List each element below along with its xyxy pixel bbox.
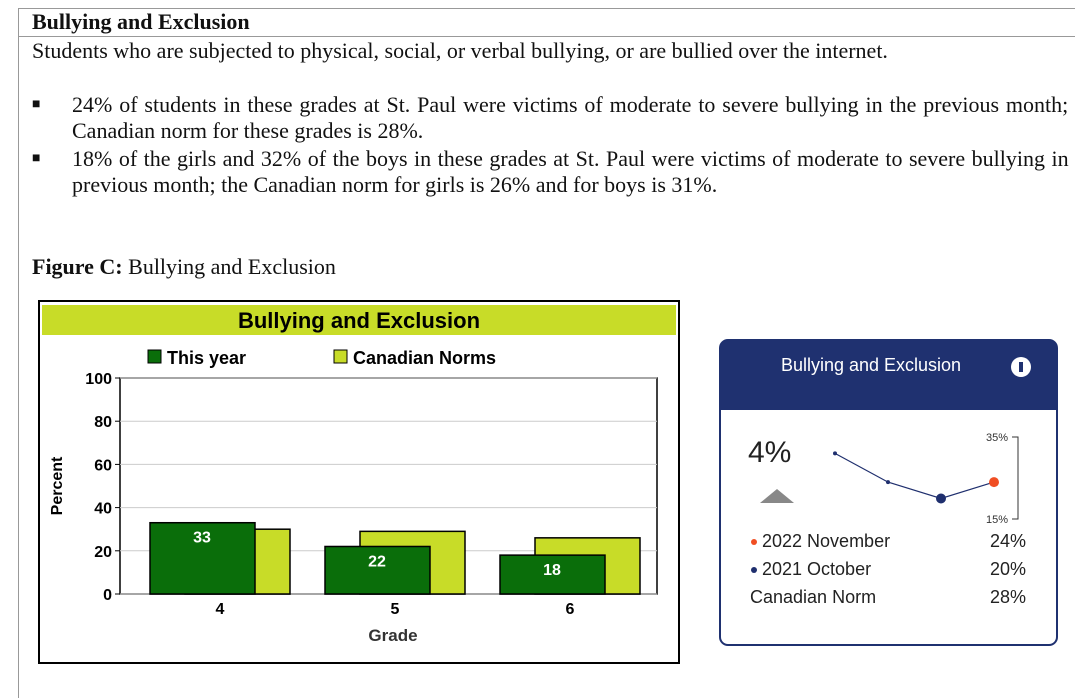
figure-caption: Figure C: Bullying and Exclusion (32, 254, 336, 280)
widget-header (720, 340, 1057, 410)
heading: Bullying and Exclusion (32, 9, 250, 34)
trend-arrow (760, 489, 794, 503)
info-glyph (1019, 362, 1023, 372)
sparkline-point (989, 477, 999, 488)
bar (324, 545, 431, 595)
y-tick-label: 20 (94, 544, 112, 561)
y-tick-label: 40 (94, 501, 112, 518)
intro: Students who are subjected to physical, … (32, 38, 888, 63)
sparkline-point (833, 451, 837, 456)
x-tick-label: 6 (566, 601, 575, 618)
legend-value: 20% (990, 559, 1026, 579)
legend-label: Canadian Norms (353, 348, 496, 368)
legend-value: 28% (990, 587, 1026, 607)
figure-label: Figure C: (32, 254, 123, 279)
data-label: 22 (368, 553, 386, 570)
rule (18, 36, 1075, 37)
y-axis-label: Percent (49, 456, 66, 515)
legend-label: 2022 November (762, 531, 890, 551)
y-tick-label: 35% (986, 432, 1008, 444)
chart-title: Bullying and Exclusion (238, 308, 480, 333)
sparkline (834, 452, 995, 500)
legend-value: 24% (990, 531, 1026, 551)
widget-change: 4% (748, 436, 791, 469)
legend-dot (751, 567, 757, 573)
bar (149, 521, 256, 595)
widget-title: Bullying and Exclusion (781, 355, 961, 375)
x-axis-label: Grade (368, 626, 417, 645)
sparkline-point (886, 480, 890, 485)
y-tick-label: 80 (94, 414, 112, 431)
x-tick-label: 4 (216, 601, 225, 618)
sparkline-point (936, 493, 946, 504)
title-bar (42, 305, 676, 335)
legend-swatch (147, 349, 162, 364)
x-tick-label: 5 (391, 601, 400, 618)
bullet: 24% of students in these grades at St. P… (72, 92, 1075, 143)
y-tick-label: 15% (986, 514, 1008, 526)
y-tick-label: 0 (103, 587, 112, 604)
legend-label: This year (167, 348, 246, 368)
data-label: 33 (193, 530, 211, 547)
bullet: 18% of the girls and 32% of the boys in … (72, 146, 1075, 197)
data-label: 18 (543, 562, 561, 579)
bar (499, 554, 606, 595)
legend-label: 2021 October (762, 559, 871, 579)
bullet-icon: ■ (32, 97, 41, 112)
y-tick-label: 100 (85, 371, 112, 388)
legend-label: Canadian Norm (750, 587, 876, 607)
legend-dot (751, 539, 757, 545)
bullet-icon: ■ (32, 151, 41, 166)
figure-title: Bullying and Exclusion (128, 254, 336, 279)
y-tick-label: 60 (94, 457, 112, 474)
legend-swatch (333, 349, 348, 364)
frame (18, 8, 1075, 698)
